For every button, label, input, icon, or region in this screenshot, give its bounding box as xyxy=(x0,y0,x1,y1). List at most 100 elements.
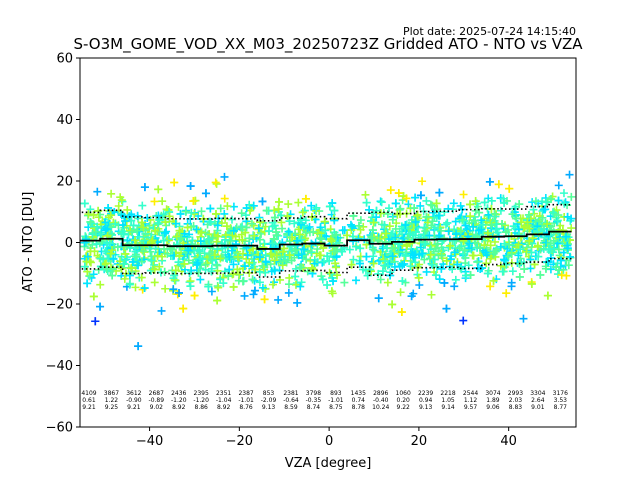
bin-count-label: 4109 xyxy=(81,390,96,397)
scatter-point xyxy=(217,219,226,228)
scatter-point xyxy=(104,230,113,239)
bin-count-label: 3304 xyxy=(530,390,545,397)
scatter-point xyxy=(191,241,200,250)
y-tick-label: −60 xyxy=(46,421,73,436)
scatter-point xyxy=(421,239,429,248)
scatter-point xyxy=(565,170,574,179)
scatter-point xyxy=(428,217,437,226)
bin-count-label: 2436 xyxy=(171,390,186,397)
scatter-point xyxy=(212,237,221,246)
scatter-point xyxy=(429,208,438,217)
scatter-point xyxy=(255,278,264,287)
scatter-point xyxy=(544,245,553,254)
scatter-point xyxy=(225,253,234,262)
scatter-point xyxy=(434,211,443,220)
scatter-point xyxy=(386,186,395,195)
scatter-point xyxy=(183,223,192,232)
scatter-point xyxy=(254,224,263,233)
scatter-point xyxy=(313,244,322,253)
chart-title: S-O3M_GOME_VOD_XX_M03_20250723Z Gridded … xyxy=(73,35,583,54)
scatter-point xyxy=(456,226,465,235)
scatter-point xyxy=(222,222,231,231)
bin-count-label: 2387 xyxy=(238,390,253,397)
bin-mean-label: -0.40 xyxy=(373,397,389,404)
bin-std-label: 8.78 xyxy=(352,404,366,411)
scatter-point xyxy=(208,256,217,265)
scatter-point xyxy=(184,246,193,255)
scatter-point xyxy=(274,205,283,214)
scatter-point xyxy=(446,255,455,264)
scatter-point xyxy=(284,227,293,236)
scatter-point xyxy=(404,233,413,242)
bin-mean-label: -0.90 xyxy=(126,397,142,404)
bin-std-label: 9.13 xyxy=(419,404,433,411)
scatter-point xyxy=(232,240,241,249)
scatter-point xyxy=(175,251,184,260)
scatter-point xyxy=(435,188,444,197)
scatter-point xyxy=(393,210,402,219)
bin-std-label: 8.83 xyxy=(509,404,523,411)
scatter-point xyxy=(483,229,492,238)
scatter-point xyxy=(256,218,265,227)
scatter-point xyxy=(494,180,503,189)
scatter-point xyxy=(428,260,437,269)
bin-std-label: 9.21 xyxy=(127,404,141,411)
scatter-point xyxy=(502,260,511,269)
scatter-point xyxy=(93,222,102,231)
scatter-point xyxy=(155,216,164,225)
scatter-point xyxy=(440,234,449,243)
scatter-point xyxy=(359,222,368,231)
scatter-point xyxy=(485,177,494,186)
scatter-point xyxy=(329,277,338,286)
scatter-point xyxy=(287,256,296,265)
scatter-point xyxy=(190,291,199,300)
scatter-point xyxy=(496,206,505,215)
scatter-point xyxy=(140,247,149,256)
bin-std-label: 9.14 xyxy=(441,404,455,411)
scatter-point xyxy=(85,272,94,281)
scatter-point xyxy=(369,259,378,268)
bin-mean-label: -0.89 xyxy=(149,397,165,404)
bin-statistic-lines xyxy=(80,203,572,278)
scatter-point xyxy=(216,204,225,213)
scatter-point xyxy=(205,250,214,259)
scatter-point xyxy=(272,228,281,237)
scatter-point xyxy=(534,228,543,237)
scatter-point xyxy=(242,204,251,213)
scatter-point xyxy=(394,189,403,198)
scatter-point xyxy=(347,222,356,231)
scatter-point xyxy=(427,290,436,299)
scatter-point xyxy=(388,300,397,309)
scatter-point xyxy=(505,240,514,249)
scatter-point xyxy=(297,235,306,244)
scatter-point xyxy=(486,282,495,291)
scatter-point xyxy=(469,222,478,231)
scatter-point xyxy=(450,248,459,257)
scatter-point xyxy=(220,172,229,181)
scatter-point xyxy=(418,177,427,186)
scatter-point xyxy=(140,284,149,293)
scatter-point xyxy=(197,207,206,216)
scatter-point xyxy=(327,270,336,279)
scatter-point xyxy=(312,203,321,212)
scatter-point xyxy=(174,202,183,211)
scatter-point xyxy=(268,280,277,289)
scatter-point xyxy=(250,231,259,240)
scatter-point xyxy=(131,267,140,276)
scatter-point xyxy=(376,197,385,206)
scatter-point xyxy=(229,282,238,291)
scatter-point xyxy=(242,223,251,232)
scatter-point xyxy=(268,239,277,248)
scatter-point xyxy=(242,254,251,263)
scatter-point xyxy=(523,218,532,227)
scatter-point xyxy=(525,224,534,233)
bin-std-label: 8.77 xyxy=(554,404,568,411)
scatter-point xyxy=(204,282,213,291)
scatter-point xyxy=(125,280,134,289)
bin-mean-label: 1.22 xyxy=(105,397,119,404)
scatter-point xyxy=(352,276,361,285)
scatter-point xyxy=(407,292,416,301)
bin-statistics: 41090.619.2138671.229.253612-0.909.21268… xyxy=(81,390,568,411)
bin-count-label: 1435 xyxy=(351,390,366,397)
scatter-point xyxy=(128,257,137,266)
